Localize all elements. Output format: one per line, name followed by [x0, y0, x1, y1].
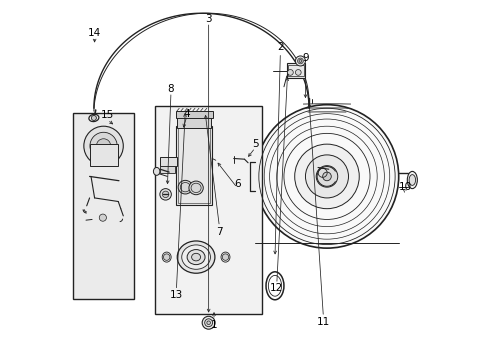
Circle shape [287, 69, 293, 75]
Circle shape [83, 126, 123, 166]
Bar [177, 117, 211, 128]
Circle shape [162, 191, 168, 198]
Circle shape [96, 139, 110, 153]
Circle shape [316, 166, 337, 187]
Ellipse shape [89, 114, 99, 122]
Text: 7: 7 [216, 227, 222, 237]
Text: 8: 8 [167, 84, 174, 94]
Bar [89, 144, 117, 166]
Text: 14: 14 [88, 28, 101, 38]
Ellipse shape [407, 171, 416, 189]
Text: 6: 6 [234, 179, 240, 189]
Circle shape [322, 172, 330, 181]
Text: 4: 4 [183, 109, 190, 119]
Text: 1: 1 [210, 320, 217, 330]
Text: 13: 13 [169, 290, 183, 300]
Ellipse shape [177, 241, 214, 273]
Text: 3: 3 [205, 14, 211, 24]
Bar [159, 166, 175, 173]
Circle shape [295, 56, 305, 66]
Circle shape [297, 58, 303, 64]
Ellipse shape [188, 181, 203, 195]
Circle shape [305, 155, 348, 198]
Ellipse shape [178, 180, 192, 194]
Text: 10: 10 [399, 182, 411, 192]
Circle shape [90, 132, 117, 159]
Text: 15: 15 [101, 111, 114, 121]
Circle shape [91, 116, 96, 121]
Circle shape [99, 214, 106, 221]
Circle shape [255, 105, 398, 248]
Text: 12: 12 [269, 283, 283, 293]
Text: 9: 9 [302, 53, 308, 63]
Bar [159, 157, 176, 166]
Circle shape [206, 321, 210, 324]
Bar [286, 63, 305, 78]
Bar [175, 111, 212, 118]
Bar [176, 126, 212, 205]
Circle shape [202, 316, 215, 329]
Text: 11: 11 [316, 317, 329, 327]
Ellipse shape [187, 249, 204, 265]
Circle shape [163, 254, 169, 260]
Circle shape [222, 254, 228, 260]
Ellipse shape [221, 252, 229, 262]
Text: 5: 5 [251, 139, 258, 149]
Ellipse shape [162, 252, 171, 262]
Bar [178, 128, 210, 203]
Circle shape [295, 69, 301, 75]
Circle shape [160, 189, 171, 200]
Circle shape [294, 144, 359, 209]
Ellipse shape [191, 253, 200, 261]
Circle shape [204, 319, 212, 327]
Ellipse shape [153, 167, 160, 175]
Text: 2: 2 [277, 42, 283, 52]
Bar [287, 65, 304, 76]
Bar [155, 107, 262, 315]
Bar [73, 113, 134, 299]
Circle shape [298, 59, 301, 62]
Ellipse shape [408, 175, 415, 185]
Ellipse shape [182, 245, 210, 269]
